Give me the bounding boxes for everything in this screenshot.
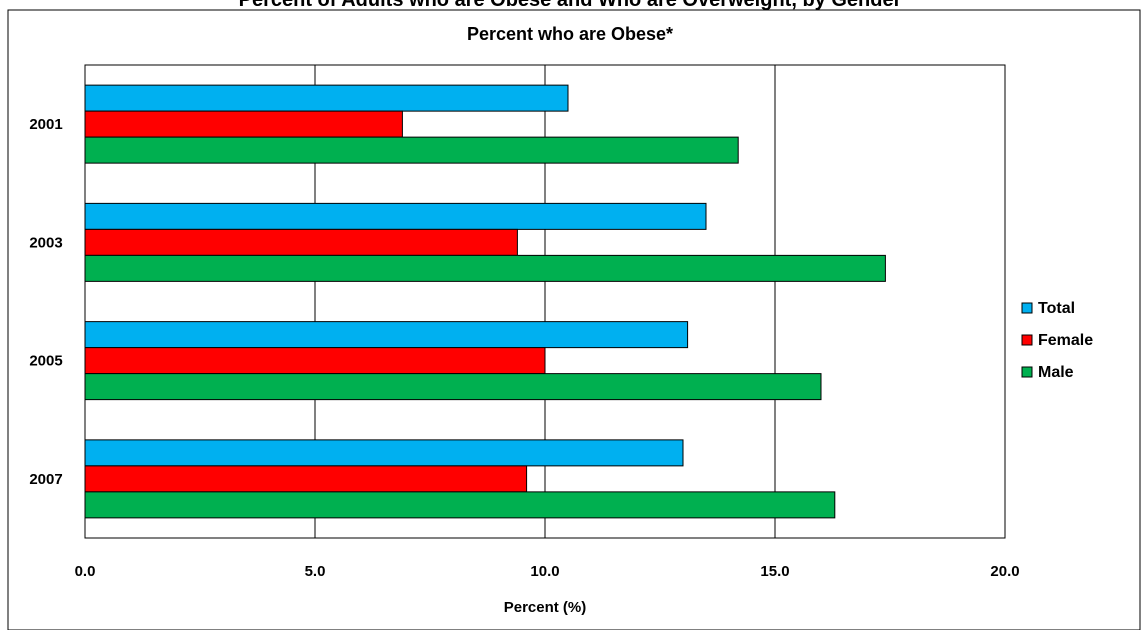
legend-swatch-female <box>1021 334 1033 346</box>
x-axis-label: Percent (%) <box>504 599 587 616</box>
y-tick-label: 2005 <box>29 353 62 370</box>
bar-total <box>84 321 689 349</box>
x-tick-label: 20.0 <box>990 563 1019 580</box>
x-tick-label: 5.0 <box>305 563 326 580</box>
bar-male <box>84 136 739 164</box>
legend-swatch-male <box>1021 366 1033 378</box>
chart-title: Percent who are Obese* <box>467 24 673 44</box>
plot-area <box>84 64 1006 539</box>
bar-female <box>84 465 528 493</box>
x-tick-label: 15.0 <box>760 563 789 580</box>
y-tick-label: 2007 <box>29 471 62 488</box>
cut-off-page-title: Percent of Adults who are Obese and Who … <box>239 0 902 11</box>
bar-female <box>84 228 518 256</box>
bar-total <box>84 439 684 467</box>
legend-label-male: Male <box>1038 364 1074 381</box>
x-tick-label: 0.0 <box>75 563 96 580</box>
bar-female <box>84 110 403 138</box>
y-tick-label: 2001 <box>29 116 62 133</box>
y-tick-label: 2003 <box>29 234 62 251</box>
bar-male <box>84 491 836 519</box>
bar-total <box>84 202 707 230</box>
legend-label-total: Total <box>1038 300 1075 317</box>
legend-label-female: Female <box>1038 332 1093 349</box>
bar-male <box>84 254 886 282</box>
bar-total <box>84 84 569 112</box>
legend: Total Female Male <box>1021 300 1093 381</box>
x-tick-label: 10.0 <box>530 563 559 580</box>
bar-female <box>84 347 546 375</box>
legend-swatch-total <box>1021 302 1033 314</box>
y-tick-labels: 2001 2003 2005 2007 <box>29 116 62 488</box>
x-tick-labels: 0.0 5.0 10.0 15.0 20.0 <box>75 563 1020 580</box>
bars <box>84 84 886 519</box>
bar-male <box>84 373 822 401</box>
